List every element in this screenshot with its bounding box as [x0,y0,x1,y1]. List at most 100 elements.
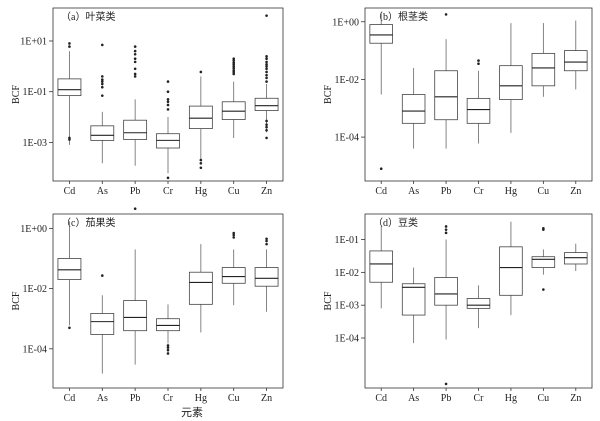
outlier-point [133,57,137,61]
outlier-point [100,80,104,83]
outlier-point [542,288,545,291]
panel-b: （b）根茎类 1E-04 1E-02 1E+00 BCF Cd As Pb Cr Hg Cu Zn [323,7,593,197]
x-tick-label: Pb [130,393,141,404]
outlier-point [232,63,236,66]
y-tick-label: 1E+00 [20,224,47,235]
outlier-point [265,73,268,77]
box-pb [434,225,458,386]
iqr-box [254,267,279,287]
outlier-point [444,382,448,386]
outlier-point [444,228,448,231]
outlier-point [133,60,137,64]
box-hg [499,23,523,133]
outlier-point [166,90,170,93]
x-tick-label: Cd [64,393,76,404]
outlier-point [265,76,268,80]
outlier-point [199,161,203,165]
box-cr [156,80,180,180]
box-zn [564,20,588,90]
box-hg [499,221,523,316]
box-cd [57,221,82,330]
outlier-point [133,49,137,53]
iqr-box [434,277,458,306]
outlier-point [199,166,203,170]
iqr-box [531,256,556,268]
iqr-box [564,252,588,265]
box-pb [123,45,148,166]
iqr-box [254,97,279,111]
x-tick-label: Zn [261,186,272,197]
y-tick-label: 1E-02 [335,75,359,86]
iqr-box [499,246,523,296]
outlier-point [100,274,104,277]
y-tick-label: 1E-03 [335,301,359,312]
x-tick-label: Cu [228,393,240,404]
x-tick-label: Cr [474,186,485,197]
outlier-point [100,82,104,86]
x-tick-label: As [408,186,419,197]
x-tick-label: Pb [130,186,141,197]
outlier-point [166,100,170,104]
outlier-point [232,233,236,237]
x-tick-label: Zn [570,393,581,404]
outlier-point [265,57,268,61]
outlier-point [166,344,170,347]
outlier-point [265,14,268,17]
panel-a: （a）叶菜类 1E-03 1E-01 1E+01 BCF Cd As Pb Cr Hg Cu Zn [11,7,284,197]
outlier-point [100,75,104,78]
outlier-point [265,63,268,66]
x-tick-label: Cu [538,393,550,404]
outlier-point [265,65,268,68]
outlier-point [133,52,137,56]
box-cr [466,285,491,329]
y-axis-label: BCF [11,85,22,104]
outlier-point [232,70,236,74]
x-tick-label: As [408,393,419,404]
box-hg [188,244,213,333]
outlier-point [100,85,104,89]
box-zn [564,243,588,272]
outlier-point [100,43,104,47]
outlier-point [265,54,268,58]
outlier-point [133,75,137,78]
outlier-point [265,128,268,132]
outlier-point [265,67,268,71]
outlier-point [232,59,236,62]
panel-b-label: （b）根茎类 [373,10,428,23]
outlier-point [133,67,137,71]
iqr-box [90,313,115,335]
panel-c-label: （c）茄果类 [61,216,115,229]
y-tick-label: 1E-04 [23,344,47,355]
box-cu [531,227,556,291]
x-tick-label: Cd [64,186,76,197]
y-tick-label: 1E-02 [335,268,359,279]
iqr-box [188,105,213,129]
x-tick-label: Hg [195,186,207,197]
panel-a-label: （a）叶菜类 [61,10,115,23]
box-as [90,43,115,164]
outlier-point [265,80,268,83]
box-cr [156,304,180,355]
outlier-point [166,80,170,83]
outlier-point [68,42,71,45]
box-pb [123,207,148,365]
outlier-point [232,57,236,61]
x-tick-label: Hg [505,186,517,197]
iqr-box [531,52,556,87]
outlier-point [265,237,268,241]
outlier-point [232,236,236,239]
iqr-box [369,250,393,283]
box-zn [254,237,279,312]
y-tick-label: 1E-04 [335,334,359,345]
box-cd [369,11,393,171]
box-as [90,274,115,374]
outlier-point [199,70,203,74]
panel-d: （d）豆类 1E-04 1E-03 1E-02 1E-01 BCF Cd As Pb Cr Hg Cu… [323,213,593,404]
iqr-box [434,70,458,121]
box-cu [221,57,246,138]
outlier-point [444,231,448,235]
outlier-point [199,158,203,162]
iqr-box [401,94,426,124]
iqr-box [90,125,115,141]
iqr-box [466,97,491,124]
